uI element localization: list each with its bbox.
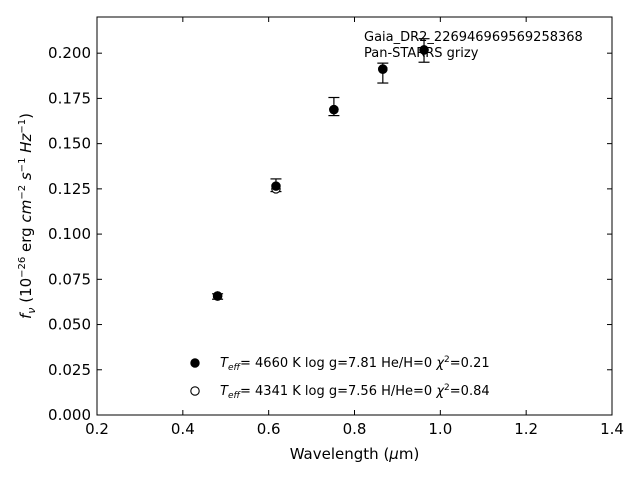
y-tick-label: 0.050: [48, 316, 91, 334]
annotation-star-id: Gaia_DR2_226946969569258368: [364, 30, 583, 45]
model-point-filled: [329, 104, 339, 115]
y-axis: 0.000 0.025 0.050 0.075 0.100 0.125 0.150 0.175…: [48, 44, 612, 424]
x-tick-label: 0.8: [343, 420, 367, 438]
data-points: [212, 45, 429, 301]
x-axis-title: Wavelength (μm): [290, 445, 420, 463]
x-tick-label: 0.2: [85, 420, 109, 438]
plot-area: [96, 16, 613, 416]
model-point-filled: [212, 291, 223, 301]
legend-entry-2: Teff= 4341 K log g=7.56 H/He=0 χ2=0.84: [220, 383, 490, 401]
legend-entry-1: Teff= 4660 K log g=7.81 He/H=0 χ2=0.21: [220, 355, 490, 373]
y-tick-label: 0.150: [48, 135, 91, 153]
model-point-filled: [419, 45, 429, 55]
x-tick-label: 1.4: [600, 420, 624, 438]
legend-marker-filled: [190, 358, 200, 368]
x-axis: 0.2 0.4 0.6 0.8 1.0 1.2 1.4: [85, 17, 624, 438]
model-point-filled: [378, 64, 388, 74]
y-tick-label: 0.025: [48, 361, 91, 379]
x-tick-label: 0.4: [171, 420, 195, 438]
y-axis-title: fν (10−26 erg cm−2 s−1 Hz−1): [17, 113, 38, 319]
legend: Teff= 4660 K log g=7.81 He/H=0 χ2=0.21 T…: [190, 355, 490, 401]
y-tick-label: 0.000: [48, 406, 91, 424]
legend-marker-open: [190, 386, 200, 396]
y-tick-label: 0.200: [48, 44, 91, 62]
x-tick-label: 0.6: [257, 420, 281, 438]
x-tick-label: 1.2: [514, 420, 538, 438]
x-tick-label: 1.0: [428, 420, 452, 438]
y-tick-label: 0.075: [48, 270, 91, 288]
y-tick-label: 0.125: [48, 180, 91, 198]
y-tick-label: 0.175: [48, 89, 91, 107]
model-point-filled: [271, 181, 281, 191]
y-tick-label: 0.100: [48, 225, 91, 243]
